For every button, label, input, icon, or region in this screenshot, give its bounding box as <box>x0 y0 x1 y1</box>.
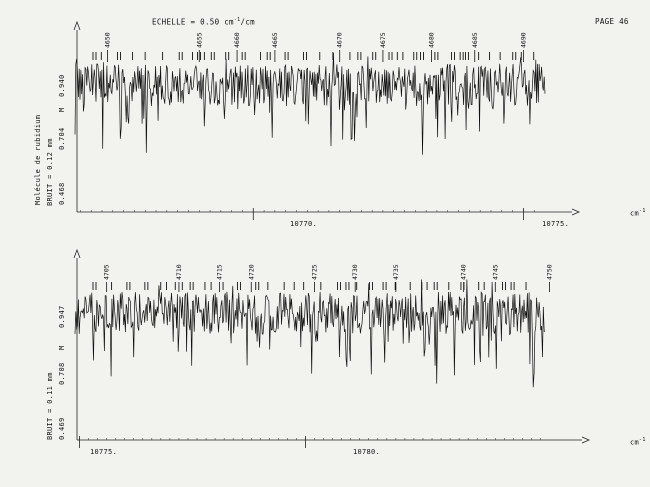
line-number-2-3: 4720 <box>247 264 255 280</box>
page-label: PAGE 46 <box>595 17 629 26</box>
line-number-1-1: 4655 <box>195 32 203 48</box>
line-number-2-8: 4745 <box>491 264 499 280</box>
line-number-2-1: 4710 <box>175 264 183 280</box>
molecule-label: Molécule de rubidium <box>34 114 42 205</box>
line-number-1-3: 4665 <box>271 32 279 48</box>
line-number-1-4: 4670 <box>336 32 344 48</box>
line-number-1-2: 4660 <box>233 32 241 48</box>
m-label-2: M <box>58 345 66 350</box>
line-number-2-0: 4705 <box>103 264 111 280</box>
y-tick-label-1-2: 0.940 <box>58 74 66 97</box>
x-axis-unit-exp-2: -1 <box>639 437 646 443</box>
x-tick-label-2-1: 10780. <box>353 448 381 456</box>
line-number-2-9: 4750 <box>546 264 554 280</box>
scale-label-text: ECHELLE = 0.50 cm <box>152 17 234 27</box>
x-axis-label-1: cm-1 <box>630 208 646 217</box>
scale-label-unit: /cm <box>240 17 255 27</box>
line-number-2-7: 4740 <box>460 264 468 280</box>
spectrum-trace-1 <box>74 52 546 155</box>
x-axis-arrow-1 <box>571 208 581 216</box>
y-tick-label-2-0: 0.469 <box>58 417 66 440</box>
m-label-1: M <box>58 107 66 112</box>
noise-label-1: BRUIT = 0.12 mm <box>46 138 54 206</box>
line-number-2-6: 4735 <box>392 264 400 280</box>
y-tick-label-1-0: 0.468 <box>58 182 66 205</box>
x-tick-label-1-0: 10770. <box>290 220 318 228</box>
noise-label-2: BRUIT = 0.11 mm <box>46 372 54 440</box>
line-number-1-6: 4680 <box>428 32 436 48</box>
y-tick-label-2-2: 0.947 <box>58 305 66 328</box>
line-number-2-2: 4715 <box>216 264 224 280</box>
x-axis-arrow-2 <box>581 436 591 444</box>
x-axis-unit-1: cm <box>630 209 640 218</box>
line-number-2-4: 4725 <box>311 264 319 280</box>
x-axis-unit-2: cm <box>630 438 640 447</box>
x-axis-unit-exp-1: -1 <box>639 208 646 214</box>
x-tick-label-1-1: 10775. <box>542 220 570 228</box>
y-tick-label-2-1: 0.708 <box>58 362 66 385</box>
line-number-1-0: 4650 <box>103 32 111 48</box>
y-tick-label-1-1: 0.704 <box>58 127 66 150</box>
x-tick-label-2-0: 10775. <box>90 448 118 456</box>
line-number-1-5: 4675 <box>379 32 387 48</box>
line-number-2-5: 4730 <box>351 264 359 280</box>
scale-label-exponent: -1 <box>233 17 241 23</box>
line-number-1-8: 4690 <box>519 32 527 48</box>
scale-label: ECHELLE = 0.50 cm-1/cm <box>152 17 255 27</box>
line-number-1-7: 4685 <box>471 32 479 48</box>
y-axis-arrow-2 <box>73 248 81 259</box>
x-axis-label-2: cm-1 <box>630 437 646 446</box>
y-axis-arrow-1 <box>73 20 81 31</box>
spectrum-trace-2 <box>74 279 546 388</box>
